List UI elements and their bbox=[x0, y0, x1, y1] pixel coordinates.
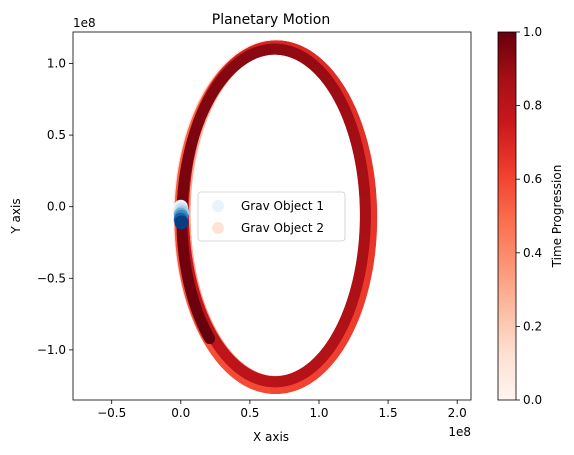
x-axis-ticks: −0.5 0.0 0.5 1.0 1.5 2.0 bbox=[97, 400, 467, 420]
y-tick-label: 0.0 bbox=[47, 200, 66, 214]
colorbar-tick-label: 0.8 bbox=[523, 99, 542, 113]
plot-frame bbox=[72, 31, 472, 401]
legend: Grav Object 1 Grav Object 2 bbox=[197, 191, 346, 242]
legend-box bbox=[197, 191, 346, 242]
y-axis-label: Y axis bbox=[9, 198, 23, 234]
x-tick-label: 2.0 bbox=[448, 406, 467, 420]
y-tick-label: −0.5 bbox=[37, 271, 66, 285]
colorbar-gradient bbox=[497, 31, 517, 401]
y-axis-ticks: −1.0 −0.5 0.0 0.5 1.0 bbox=[37, 57, 73, 357]
colorbar-tick-label: 0.2 bbox=[523, 319, 542, 333]
legend-label-grav-object-2: Grav Object 2 bbox=[241, 221, 324, 235]
orbit-point bbox=[204, 333, 216, 345]
object-1-point bbox=[174, 215, 189, 230]
colorbar-tick-label: 0.0 bbox=[523, 393, 542, 407]
series-grav-object-1 bbox=[173, 199, 190, 230]
colorbar-tick-label: 0.4 bbox=[523, 246, 542, 260]
x-tick-label: 1.0 bbox=[309, 406, 328, 420]
colorbar-label: Time Progression bbox=[550, 165, 564, 269]
x-axis-label: X axis bbox=[253, 430, 289, 444]
y-offset-label: 1e8 bbox=[73, 16, 96, 30]
legend-label-grav-object-1: Grav Object 1 bbox=[241, 199, 324, 213]
colorbar-ticks: 0.0 0.2 0.4 0.6 0.8 1.0 bbox=[516, 25, 542, 407]
y-tick-label: −1.0 bbox=[37, 343, 66, 357]
x-tick-label: 0.5 bbox=[240, 406, 259, 420]
colorbar-tick-label: 0.6 bbox=[523, 172, 542, 186]
legend-marker-grav-object-2 bbox=[212, 222, 224, 234]
plot-area bbox=[173, 39, 378, 394]
chart-title: Planetary Motion bbox=[212, 12, 330, 28]
x-tick-label: 0.0 bbox=[171, 406, 190, 420]
y-tick-label: 0.5 bbox=[47, 128, 66, 142]
y-tick-label: 1.0 bbox=[47, 57, 66, 71]
legend-marker-grav-object-1 bbox=[212, 200, 224, 212]
colorbar: 0.0 0.2 0.4 0.6 0.8 1.0 Time Progression bbox=[497, 25, 564, 407]
colorbar-tick-label: 1.0 bbox=[523, 25, 542, 39]
x-tick-label: −0.5 bbox=[97, 406, 126, 420]
x-offset-label: 1e8 bbox=[448, 425, 471, 439]
x-tick-label: 1.5 bbox=[379, 406, 398, 420]
